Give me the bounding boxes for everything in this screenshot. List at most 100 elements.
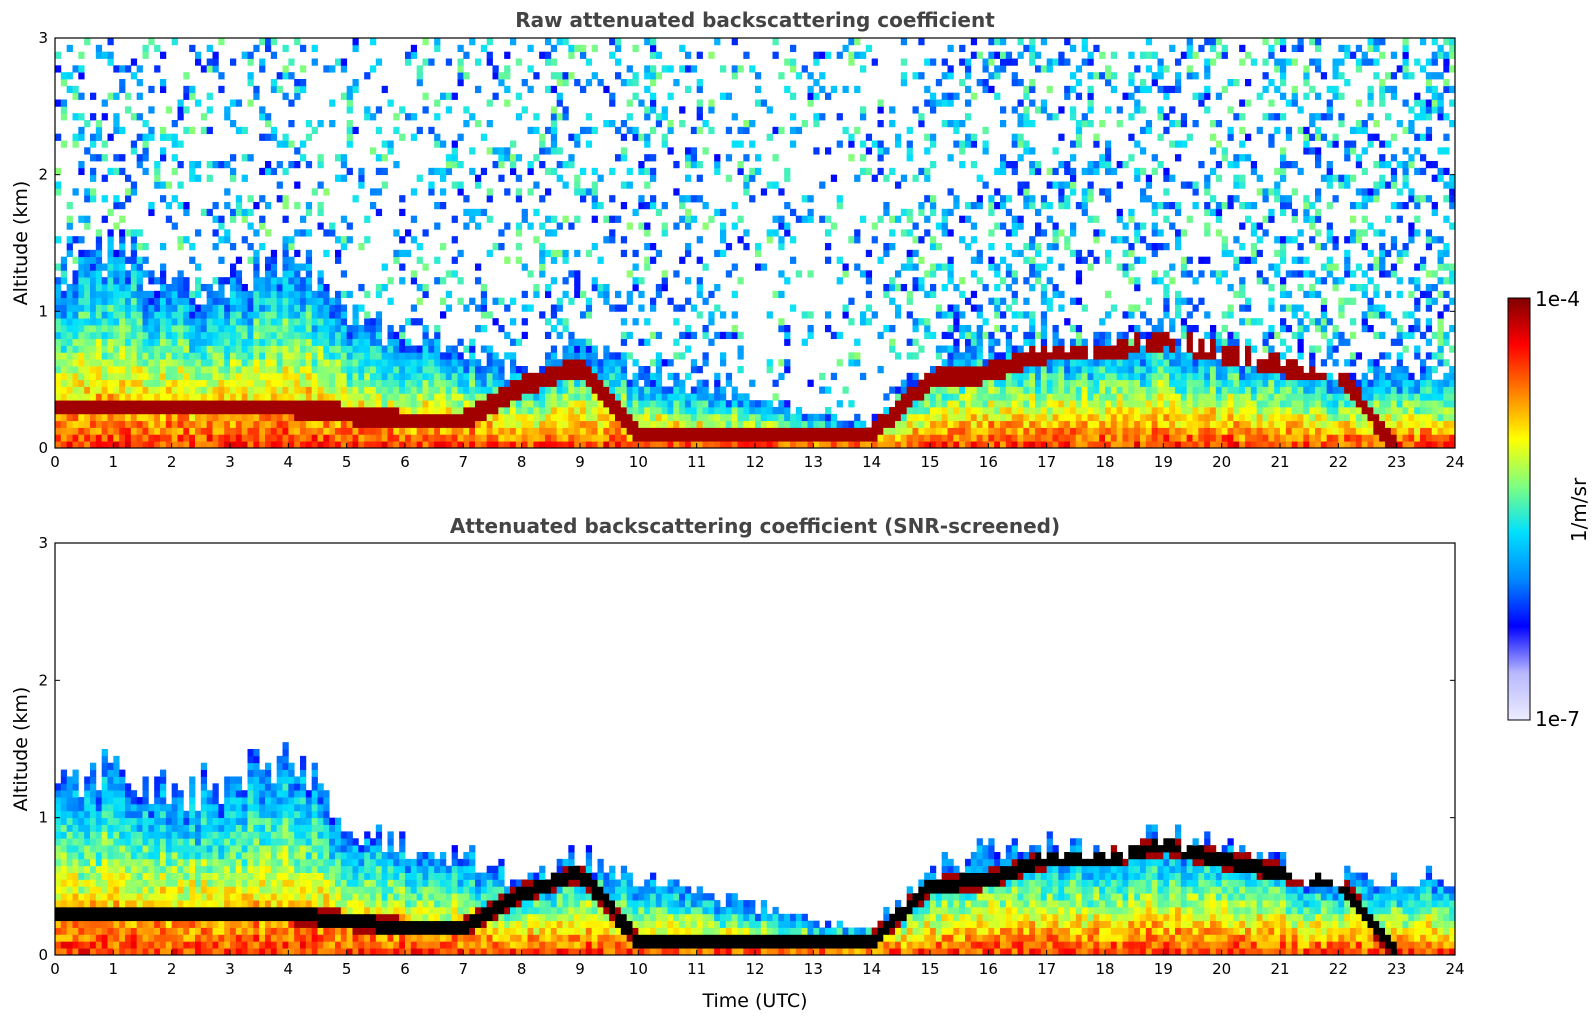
heatmap-cell — [130, 58, 138, 66]
heatmap-cell — [387, 277, 394, 285]
heatmap-cell — [568, 427, 575, 435]
heatmap-cell — [294, 413, 301, 422]
heatmap-cell — [410, 434, 418, 442]
heatmap-cell — [1023, 140, 1030, 148]
heatmap-cell — [836, 359, 843, 367]
heatmap-cell — [976, 434, 983, 442]
heatmap-cell — [486, 120, 493, 128]
heatmap-cell — [580, 372, 587, 381]
heatmap-cell — [253, 256, 260, 264]
heatmap-cell — [609, 359, 616, 367]
heatmap-cell — [1005, 270, 1013, 278]
heatmap-cell — [90, 407, 97, 415]
heatmap-cell — [877, 147, 884, 155]
heatmap-cell — [883, 243, 890, 251]
heatmap-cell — [1099, 359, 1106, 367]
heatmap-cell — [504, 407, 511, 415]
heatmap-cell — [1134, 386, 1141, 394]
heatmap-cell — [55, 407, 62, 415]
heatmap-cell — [72, 113, 79, 121]
heatmap-cell — [650, 51, 657, 59]
heatmap-cell — [463, 400, 470, 408]
heatmap-cell — [766, 434, 773, 442]
heatmap-cell — [545, 413, 552, 422]
heatmap-cell — [125, 290, 132, 299]
heatmap-cell — [603, 434, 610, 442]
heatmap-cell — [848, 441, 855, 448]
heatmap-cell — [282, 65, 289, 73]
heatmap-cell — [189, 441, 196, 448]
heatmap-cell — [270, 126, 278, 135]
heatmap-cell — [428, 379, 435, 387]
heatmap-cell — [749, 140, 756, 148]
heatmap-cell — [463, 195, 470, 203]
heatmap-cell — [381, 420, 388, 428]
heatmap-cell — [550, 386, 558, 394]
heatmap-cell — [364, 372, 371, 381]
heatmap-cell — [1046, 85, 1053, 94]
heatmap-cell — [101, 400, 108, 408]
heatmap-cell — [737, 331, 744, 340]
heatmap-cell — [434, 133, 441, 141]
heatmap-cell — [294, 386, 301, 394]
heatmap-cell — [142, 44, 149, 53]
heatmap-cell — [317, 379, 324, 387]
heatmap-cell — [305, 284, 313, 292]
heatmap-cell — [276, 284, 283, 292]
heatmap-cell — [294, 331, 301, 340]
heatmap-cell — [906, 215, 913, 223]
heatmap-cell — [288, 140, 295, 148]
heatmap-cell — [119, 366, 126, 374]
heatmap-cell — [1035, 413, 1042, 422]
heatmap-cell — [615, 38, 622, 46]
heatmap-cell — [282, 215, 289, 223]
heatmap-cell — [1128, 393, 1135, 401]
heatmap-cell — [1058, 393, 1065, 401]
heatmap-cell — [469, 400, 476, 408]
heatmap-cell — [300, 352, 307, 360]
heatmap-cell — [860, 434, 867, 442]
heatmap-cell — [282, 420, 289, 428]
heatmap-cell — [906, 297, 913, 305]
heatmap-cell — [95, 51, 103, 59]
heatmap-cell — [941, 379, 948, 387]
heatmap-cell — [224, 345, 231, 353]
heatmap-cell — [428, 413, 435, 422]
heatmap-cell — [947, 120, 954, 128]
heatmap-cell — [130, 181, 138, 189]
heatmap-cell — [276, 311, 283, 319]
heatmap-cell — [527, 85, 534, 94]
heatmap-cell — [375, 126, 383, 135]
heatmap-cell — [451, 140, 458, 148]
heatmap-cell — [562, 113, 569, 121]
heatmap-cell — [632, 407, 639, 415]
heatmap-cell — [101, 441, 108, 448]
heatmap-cell — [679, 106, 686, 114]
heatmap-cell — [212, 51, 219, 59]
heatmap-cell — [620, 181, 628, 189]
heatmap-cell — [1029, 161, 1036, 169]
heatmap-cell — [655, 386, 663, 394]
heatmap-cell — [60, 290, 68, 299]
heatmap-cell — [235, 208, 243, 217]
heatmap-cell — [597, 290, 604, 299]
heatmap-cell — [737, 441, 744, 448]
heatmap-cell — [294, 277, 301, 285]
heatmap-cell — [801, 120, 808, 128]
heatmap-cell — [282, 325, 289, 333]
heatmap-cell — [66, 72, 73, 80]
heatmap-cell — [381, 154, 388, 162]
heatmap-cell — [311, 393, 318, 401]
heatmap-cell — [1052, 222, 1059, 230]
heatmap-cell — [1140, 195, 1147, 203]
heatmap-cell — [1134, 427, 1141, 435]
heatmap-cell — [101, 140, 108, 148]
heatmap-cell — [906, 352, 913, 360]
heatmap-cell — [125, 420, 132, 428]
heatmap-cell — [830, 427, 838, 435]
heatmap-cell — [918, 284, 925, 292]
heatmap-cell — [125, 297, 132, 305]
heatmap-cell — [305, 256, 313, 264]
heatmap-cell — [101, 325, 108, 333]
heatmap-cell — [1157, 420, 1164, 428]
